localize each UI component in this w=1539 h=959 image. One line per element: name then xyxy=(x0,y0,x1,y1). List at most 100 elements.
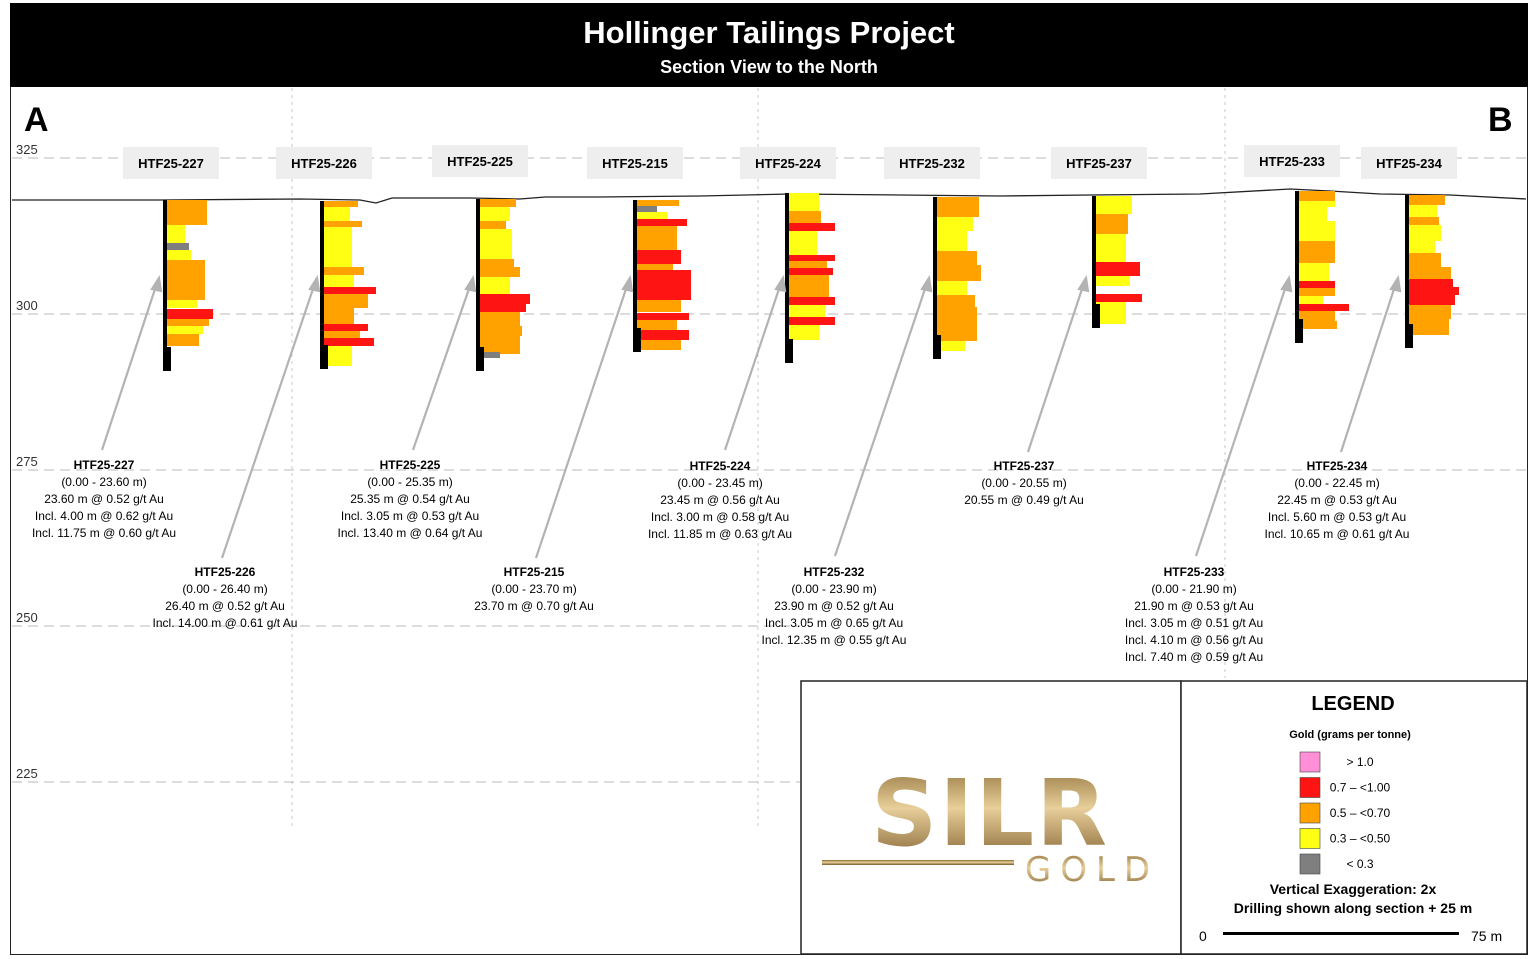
interval-HTF25-237-6 xyxy=(1096,302,1126,324)
interval-HTF25-225-1 xyxy=(480,207,510,221)
interval-HTF25-233-10 xyxy=(1299,311,1335,321)
interval-HTF25-224-0 xyxy=(789,193,819,211)
collar-label-HTF25-233: HTF25-233 xyxy=(1244,145,1340,177)
interval-HTF25-225-3 xyxy=(480,229,512,259)
interval-HTF25-237-2 xyxy=(1096,234,1126,262)
drill-trace-end-HTF25-226 xyxy=(320,345,328,369)
interval-HTF25-215-2 xyxy=(637,212,667,220)
interval-HTF25-225-5 xyxy=(480,267,520,277)
interval-HTF25-226-6 xyxy=(324,287,376,294)
drill-trace-HTF25-226 xyxy=(320,201,324,369)
interval-HTF25-225-8 xyxy=(480,304,526,312)
interval-HTF25-233-7 xyxy=(1299,288,1335,296)
interval-HTF25-226-10 xyxy=(324,331,360,338)
legend-label-3: 0.3 – <0.50 xyxy=(1330,832,1391,846)
interval-HTF25-227-1 xyxy=(167,225,185,243)
interval-HTF25-227-5 xyxy=(167,300,197,308)
ground-surface xyxy=(12,188,1527,204)
interval-HTF25-234-9 xyxy=(1409,295,1455,305)
legend-swatch-3 xyxy=(1299,828,1321,849)
interval-HTF25-233-6 xyxy=(1299,281,1335,288)
interval-HTF25-233-8 xyxy=(1299,296,1323,304)
drill-trace-end-HTF25-227 xyxy=(163,347,171,371)
interval-HTF25-224-6 xyxy=(789,268,833,275)
interval-HTF25-234-11 xyxy=(1409,319,1449,327)
logo-bar xyxy=(822,860,1014,865)
interval-HTF25-234-3 xyxy=(1409,225,1441,241)
interval-HTF25-226-3 xyxy=(324,227,352,267)
legend-swatch-1 xyxy=(1299,777,1321,798)
interval-HTF25-215-12 xyxy=(637,340,681,350)
interval-HTF25-233-9 xyxy=(1299,304,1349,311)
drill-trace-HTF25-225 xyxy=(476,199,480,371)
interval-HTF25-224-9 xyxy=(789,305,825,317)
collar-label-HTF25-227: HTF25-227 xyxy=(123,147,219,179)
interval-HTF25-232-2 xyxy=(937,231,967,251)
interval-HTF25-225-7 xyxy=(480,294,530,304)
legend: LEGEND Gold (grams per tonne) > 1.0 0.7 –… xyxy=(1180,680,1528,955)
interval-HTF25-225-2 xyxy=(480,221,506,229)
interval-HTF25-226-1 xyxy=(324,207,350,221)
logo-box: SILR GOLD xyxy=(800,680,1182,955)
interval-HTF25-215-1 xyxy=(637,206,657,212)
interval-HTF25-225-0 xyxy=(480,199,516,207)
interval-HTF25-237-3 xyxy=(1096,262,1140,276)
interval-HTF25-232-9 xyxy=(937,341,965,351)
svg-text:HTF25-233: HTF25-233 xyxy=(1259,154,1325,169)
drill-trace-end-HTF25-237 xyxy=(1092,304,1100,328)
interval-HTF25-227-4 xyxy=(167,260,205,300)
interval-HTF25-233-4 xyxy=(1299,241,1335,263)
drill-trace-HTF25-227 xyxy=(163,200,167,371)
drill-trace-end-HTF25-232 xyxy=(933,335,941,359)
interval-HTF25-234-5 xyxy=(1409,253,1441,267)
interval-HTF25-225-9 xyxy=(480,312,520,326)
legend-label-1: 0.7 – <1.00 xyxy=(1330,781,1391,795)
svg-text:HTF25-226: HTF25-226 xyxy=(291,156,357,171)
interval-HTF25-234-10 xyxy=(1409,305,1451,319)
interval-HTF25-215-0 xyxy=(637,200,679,206)
collar-labels: HTF25-227 HTF25-226 HTF25-225 HTF25-215 … xyxy=(123,145,1457,179)
interval-HTF25-237-0 xyxy=(1096,196,1132,214)
drilling-note: Drilling shown along section + 25 m xyxy=(1234,900,1472,916)
drill-traces xyxy=(163,191,1413,371)
legend-swatch-2 xyxy=(1299,802,1321,824)
collar-label-HTF25-225: HTF25-225 xyxy=(432,145,528,177)
interval-HTF25-234-8 xyxy=(1409,287,1459,295)
interval-HTF25-224-10 xyxy=(789,317,835,325)
interval-HTF25-215-4 xyxy=(637,226,677,250)
elevation-label-250: 250 xyxy=(16,610,38,625)
summary-HTF25-225: HTF25-225 (0.00 - 25.35 m) 25.35 m @ 0.54 … xyxy=(338,458,483,540)
drill-trace-end-HTF25-233 xyxy=(1295,319,1303,343)
interval-HTF25-224-8 xyxy=(789,297,835,305)
interval-HTF25-224-7 xyxy=(789,275,829,297)
drill-trace-HTF25-215 xyxy=(633,200,637,352)
svg-text:HTF25-232: HTF25-232 xyxy=(899,156,965,171)
interval-HTF25-225-11 xyxy=(480,336,520,354)
svg-text:HTF25-227: HTF25-227 xyxy=(138,156,204,171)
drill-trace-end-HTF25-225 xyxy=(476,347,484,371)
drill-trace-end-HTF25-215 xyxy=(633,328,641,352)
drill-trace-HTF25-224 xyxy=(785,193,789,363)
interval-HTF25-227-9 xyxy=(167,334,199,346)
interval-HTF25-226-12 xyxy=(324,346,352,366)
legend-swatch-4 xyxy=(1299,853,1321,875)
interval-HTF25-234-12 xyxy=(1409,327,1449,335)
drill-trace-end-HTF25-224 xyxy=(785,339,793,363)
legend-label-0: > 1.0 xyxy=(1346,755,1373,769)
interval-HTF25-227-2 xyxy=(167,243,189,250)
interval-HTF25-237-4 xyxy=(1096,276,1130,286)
section-start-label: A xyxy=(24,101,49,139)
logo-gold-text: GOLD xyxy=(1025,850,1159,890)
drill-trace-HTF25-233 xyxy=(1295,191,1299,343)
interval-HTF25-224-4 xyxy=(789,255,835,261)
interval-HTF25-227-0 xyxy=(167,200,207,225)
interval-HTF25-225-4 xyxy=(480,259,514,267)
interval-HTF25-215-9 xyxy=(637,313,689,320)
collar-label-HTF25-215: HTF25-215 xyxy=(587,147,683,179)
legend-label-4: < 0.3 xyxy=(1346,857,1373,871)
interval-HTF25-226-9 xyxy=(324,324,368,331)
interval-HTF25-224-5 xyxy=(789,261,827,268)
section-guides xyxy=(291,88,1226,828)
interval-HTF25-232-8 xyxy=(937,323,977,341)
